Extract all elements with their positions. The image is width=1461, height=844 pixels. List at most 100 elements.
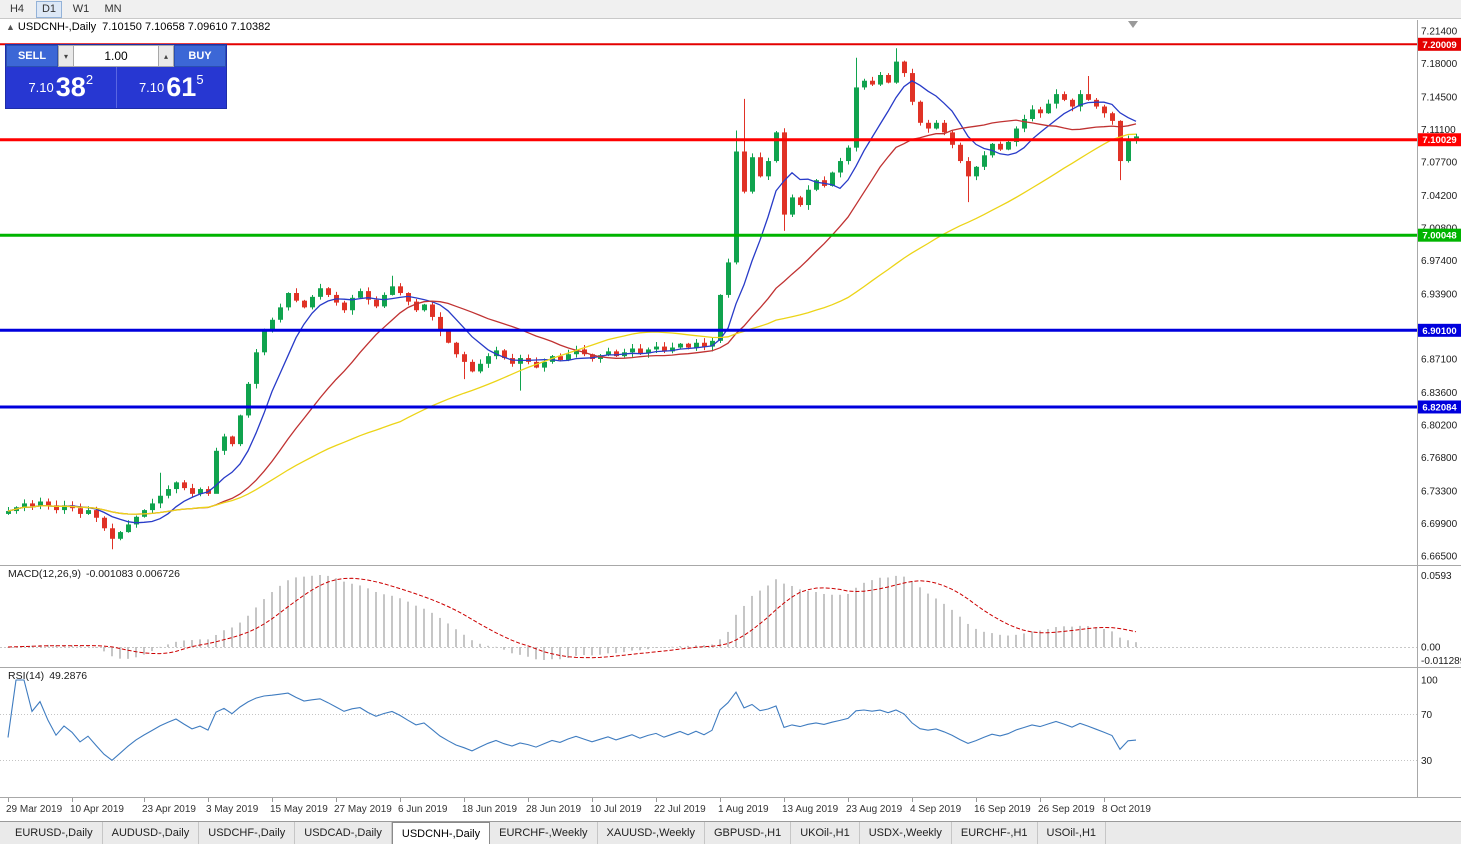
- tab-xauusd-weekly[interactable]: XAUUSD-,Weekly: [598, 822, 705, 844]
- tab-usdx-weekly[interactable]: USDX-,Weekly: [860, 822, 952, 844]
- candle-body: [6, 511, 11, 514]
- macd-histogram-bar: [471, 640, 473, 647]
- tab-usoil-h1[interactable]: USOil-,H1: [1038, 822, 1107, 844]
- macd-histogram-bar: [119, 647, 121, 659]
- macd-histogram-bar: [1135, 642, 1137, 647]
- macd-histogram-bar: [335, 578, 337, 647]
- candle-body: [486, 356, 491, 364]
- candle-body: [1054, 94, 1059, 104]
- macd-histogram-bar: [391, 595, 393, 647]
- buy-button[interactable]: BUY: [174, 45, 226, 67]
- candle-body: [470, 361, 475, 372]
- moving-average-line-8: [7, 80, 1137, 524]
- candle-body: [558, 356, 563, 360]
- volume-increase-button[interactable]: ▴: [158, 45, 174, 67]
- time-axis-label: 23 Apr 2019: [142, 804, 196, 815]
- macd-axis-zero: 0.00: [1421, 643, 1441, 654]
- candle-body: [326, 288, 331, 295]
- time-axis-label: 6 Jun 2019: [398, 804, 448, 815]
- price-badge-label: 7.00048: [1422, 231, 1456, 242]
- candle-body: [62, 505, 67, 511]
- macd-histogram-bar: [1023, 633, 1025, 647]
- candle-body: [1030, 109, 1035, 119]
- macd-histogram-bar: [327, 575, 329, 647]
- tab-usdcnh-daily[interactable]: USDCNH-,Daily: [391, 822, 491, 844]
- candle-body: [838, 161, 843, 173]
- macd-histogram-bar: [439, 617, 441, 647]
- moving-average-line-50: [7, 133, 1137, 515]
- tab-gbpusd-h1[interactable]: GBPUSD-,H1: [705, 822, 792, 844]
- candle-body: [982, 155, 987, 167]
- candle-body: [1102, 106, 1107, 114]
- macd-histogram-bar: [895, 575, 897, 647]
- price-tick-label: 6.93900: [1421, 289, 1458, 300]
- rsi-name: RSI(14): [8, 670, 45, 682]
- chart-shift-marker-icon[interactable]: [1128, 21, 1138, 28]
- moving-average-line-21: [7, 119, 1137, 515]
- time-axis-label: 28 Jun 2019: [526, 804, 581, 815]
- tab-usdcad-daily[interactable]: USDCAD-,Daily: [295, 822, 392, 844]
- rsi-axis-label: 70: [1421, 710, 1433, 721]
- timeframe-button-d1[interactable]: D1: [36, 0, 62, 18]
- rsi-label: RSI(14) 49.2876: [8, 670, 87, 682]
- macd-histogram-bar: [1063, 626, 1065, 647]
- candle-body: [174, 482, 179, 490]
- tab-usdchf-daily[interactable]: USDCHF-,Daily: [199, 822, 296, 844]
- macd-histogram-bar: [647, 647, 649, 650]
- candle-body: [942, 122, 947, 133]
- candle-body: [102, 517, 107, 529]
- candle-body: [190, 488, 195, 494]
- macd-histogram-bar: [399, 598, 401, 647]
- macd-histogram-bar: [671, 646, 673, 648]
- timeframe-button-w1[interactable]: W1: [72, 2, 90, 15]
- price-tick-label: 6.66500: [1421, 552, 1458, 563]
- one-click-toggle-icon[interactable]: ▲: [6, 22, 15, 32]
- candle-body: [878, 74, 883, 85]
- price-badge: [1418, 37, 1461, 51]
- timeframe-button-h4[interactable]: H4: [9, 2, 25, 15]
- candle-body: [1006, 141, 1011, 150]
- tab-eurchf-h1[interactable]: EURCHF-,H1: [952, 822, 1038, 844]
- candle-body: [254, 352, 259, 384]
- candle-body: [750, 157, 755, 192]
- price-tick-label: 6.83600: [1421, 388, 1458, 399]
- macd-histogram-bar: [663, 647, 665, 648]
- candle-body: [718, 294, 723, 341]
- tab-audusd-daily[interactable]: AUDUSD-,Daily: [103, 822, 200, 844]
- volume-decrease-button[interactable]: ▾: [58, 45, 74, 67]
- macd-name: MACD(12,26,9): [8, 568, 81, 580]
- candle-body: [646, 349, 651, 354]
- macd-label: MACD(12,26,9) -0.001083 0.006726: [8, 568, 180, 580]
- macd-histogram-bar: [759, 590, 761, 647]
- candle-body: [414, 301, 419, 311]
- candle-body: [510, 358, 515, 364]
- macd-histogram-bar: [455, 629, 457, 647]
- macd-histogram-bar: [735, 614, 737, 647]
- volume-input[interactable]: [74, 45, 158, 67]
- candle-body: [294, 293, 299, 301]
- sell-price-sup: 2: [85, 72, 94, 87]
- macd-histogram-bar: [143, 647, 145, 655]
- tab-eurchf-weekly[interactable]: EURCHF-,Weekly: [490, 822, 598, 844]
- candle-body: [198, 489, 203, 494]
- candle-body: [350, 297, 355, 311]
- candle-body: [230, 436, 235, 445]
- macd-histogram-bar: [959, 616, 961, 647]
- price-badge-label: 7.20009: [1422, 40, 1456, 51]
- tab-ukoil-h1[interactable]: UKOil-,H1: [791, 822, 860, 844]
- tab-eurusd-daily[interactable]: EURUSD-,Daily: [6, 822, 103, 844]
- macd-histogram-bar: [359, 585, 361, 647]
- buy-price-small: 7.10: [138, 80, 165, 95]
- macd-histogram-bar: [295, 577, 297, 647]
- sell-button[interactable]: SELL: [6, 45, 58, 67]
- rsi-line: [7, 679, 1137, 762]
- macd-histogram-bar: [727, 631, 729, 647]
- buy-price-sup: 5: [196, 72, 204, 87]
- candle-body: [182, 482, 187, 489]
- timeframe-button-mn[interactable]: MN: [104, 2, 122, 15]
- candle-body: [542, 361, 547, 368]
- macd-histogram-bar: [255, 607, 257, 647]
- candle-body: [1126, 138, 1131, 162]
